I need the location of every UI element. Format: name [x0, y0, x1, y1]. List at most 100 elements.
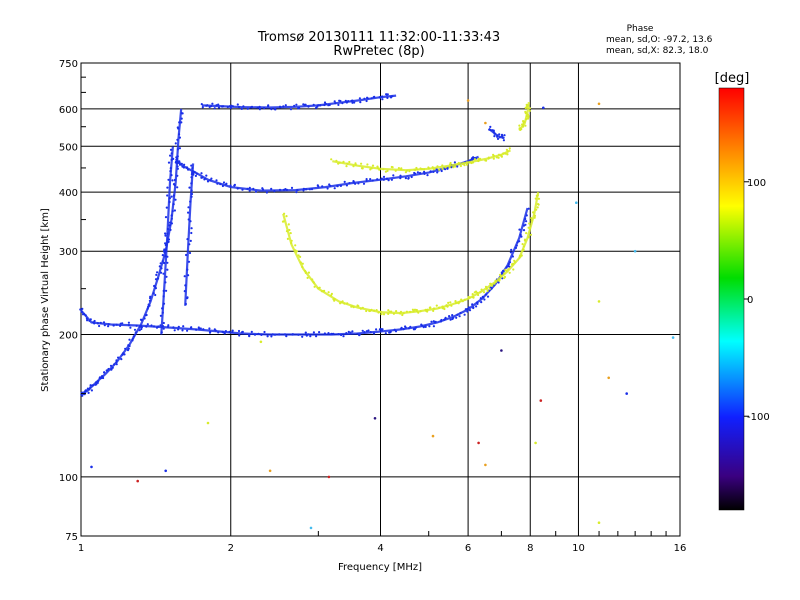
trace-dot [213, 107, 216, 110]
trace-dot [413, 308, 417, 311]
trace-dot [285, 335, 288, 338]
x-axis-ticks: 1 2 4 6 8 10 16 [78, 531, 686, 554]
trace-dot [363, 331, 366, 334]
trace-dot [376, 165, 379, 168]
trace-dot [158, 265, 161, 268]
phase-stats-o: mean, sd,O: -97.2, 13.6 [606, 35, 713, 45]
trace-dot [497, 281, 500, 284]
scatter-point [575, 201, 578, 204]
trace-dot [254, 190, 258, 193]
trace-dot [221, 330, 224, 333]
trace-dot [377, 311, 380, 314]
scatter-point [477, 441, 480, 445]
trace-dot [164, 242, 167, 245]
trace-dot [534, 197, 537, 200]
trace-dot [399, 312, 402, 315]
trace-dot [238, 334, 241, 337]
trace-dot [354, 163, 357, 166]
trace-dot [506, 150, 509, 153]
scatter-point [625, 392, 628, 395]
trace-dot [267, 104, 270, 107]
trace-dot [537, 197, 541, 200]
trace-dot [477, 159, 480, 162]
trace-dot [183, 163, 186, 166]
trace-dot [167, 161, 171, 164]
trace-dot [310, 188, 314, 191]
trace-dot [330, 158, 333, 161]
x-tick-label: 10 [572, 543, 585, 554]
trace-dot [461, 162, 464, 166]
trace-dot [132, 335, 135, 338]
trace-dot [309, 335, 312, 338]
trace-dot [328, 183, 331, 186]
trace-dot [135, 324, 138, 327]
trace-dot [195, 328, 198, 331]
trace-dot [160, 331, 163, 334]
trace-dot [518, 240, 521, 243]
trace-dot [176, 165, 179, 168]
trace-dot [180, 162, 183, 165]
trace-dot [370, 97, 373, 100]
scatter-point [327, 475, 331, 479]
trace-dot [156, 271, 159, 274]
trace-dot [380, 177, 383, 180]
trace-dot [393, 328, 396, 331]
trace-dot [346, 162, 349, 165]
trace-dot [372, 332, 376, 335]
trace-dot [511, 255, 514, 258]
trace-dot [224, 330, 227, 333]
trace-dot [89, 384, 92, 387]
trace-dot [458, 315, 461, 318]
trace-dot [428, 325, 431, 328]
scatter-point [259, 340, 263, 344]
scatter-point [597, 300, 601, 303]
trace-dot [97, 380, 100, 383]
trace-dot [285, 230, 289, 233]
trace-dot [468, 296, 471, 299]
trace-dot [480, 301, 483, 304]
colorbar-gradient [718, 87, 745, 511]
trace-dot [337, 162, 340, 165]
trace-dot [499, 273, 502, 276]
trace-dot [192, 172, 195, 175]
trace-dot [512, 268, 515, 271]
trace-dot [479, 291, 482, 294]
trace-dot [432, 307, 436, 310]
trace-dot [174, 198, 177, 201]
trace-dot [85, 317, 88, 320]
trace-dot [295, 250, 298, 253]
trace-dot [384, 332, 387, 335]
trace-dot [436, 165, 439, 168]
trace-dot [527, 207, 530, 210]
trace-dot [206, 104, 209, 107]
trace-dot [361, 306, 364, 309]
trace-dot [297, 333, 300, 336]
trace-dot [240, 107, 243, 110]
trace-dot [342, 160, 345, 163]
trace-dot [429, 170, 432, 173]
trace-dot [289, 108, 293, 111]
trace-dot [286, 237, 289, 240]
trace-dot [378, 96, 381, 99]
trace-dot [456, 165, 459, 168]
trace-dot [337, 333, 340, 336]
trace-dot [444, 316, 447, 319]
trace-dot [187, 260, 191, 263]
trace-dot [217, 103, 220, 106]
scatter-point [268, 469, 272, 473]
scatter-point [164, 469, 167, 473]
series-x-mode [281, 101, 541, 317]
y-axis-label: Stationary phase Virtual Height [km] [40, 208, 51, 392]
trace-dot [199, 327, 202, 330]
trace-dot [224, 183, 228, 186]
trace-dot [162, 321, 165, 325]
trace-dot [489, 282, 492, 285]
trace-dot [273, 333, 277, 336]
trace-dot [84, 389, 87, 392]
trace-dot [159, 262, 162, 265]
y-axis-ticks: 75 100 200 300 400 500 600 750 [59, 59, 86, 543]
trace-dot [84, 314, 87, 317]
trace-dot [190, 326, 193, 329]
trace-dot [278, 333, 281, 336]
trace-dot [176, 148, 179, 151]
